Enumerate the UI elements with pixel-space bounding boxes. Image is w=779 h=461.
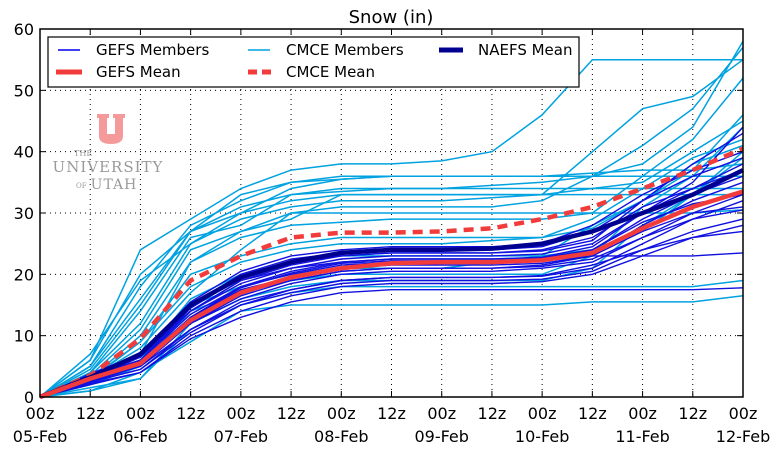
logo-text-university: UNIVERSITY — [53, 158, 164, 176]
logo-text-utah: UTAH — [91, 177, 138, 193]
x-tick-label-date: 06-Feb — [113, 427, 167, 446]
legend-label-naefs-mean: NAEFS Mean — [478, 41, 572, 59]
y-tick-label: 0 — [24, 388, 34, 407]
x-tick-label-hour: 00z — [327, 404, 356, 423]
x-tick-label-date: 10-Feb — [515, 427, 569, 446]
cmce-mean-line — [39, 146, 744, 400]
y-tick-label: 10 — [14, 327, 34, 346]
cmce-member-line — [39, 138, 744, 398]
x-tick-label-date: 05-Feb — [13, 427, 67, 446]
gefs-member-line — [39, 224, 744, 398]
x-tick-label-hour: 00z — [628, 404, 657, 423]
mean-lines — [39, 146, 744, 400]
legend-label-gefs-mean: GEFS Mean — [96, 63, 181, 81]
cmce-member-line — [39, 46, 744, 398]
x-tick-label-hour: 12z — [377, 404, 406, 423]
gefs-member-line — [39, 230, 744, 398]
naefs-mean-line — [39, 168, 744, 400]
u-logo-icon — [97, 114, 125, 144]
cmce-member-line — [39, 77, 744, 398]
x-tick-label-hour: 12z — [176, 404, 205, 423]
y-axis-ticks: 0 10 20 30 40 50 60 — [14, 20, 743, 407]
x-tick-label-hour: 12z — [578, 404, 607, 423]
x-tick-label-hour: 12z — [478, 404, 507, 423]
legend-label-gefs-members: GEFS Members — [96, 41, 209, 59]
logo-text-of: OF — [76, 182, 87, 190]
x-tick-label-hour: 00z — [26, 404, 55, 423]
y-tick-label: 30 — [14, 204, 34, 223]
x-tick-label-date: 09-Feb — [414, 427, 468, 446]
logo-text-the: THE — [74, 149, 92, 158]
x-tick-label-hour: 00z — [226, 404, 255, 423]
x-tick-label-hour: 00z — [729, 404, 758, 423]
university-logo: THE UNIVERSITY OF UTAH — [53, 114, 164, 193]
gefs-member-line — [39, 287, 744, 398]
legend-label-cmce-mean: CMCE Mean — [286, 63, 375, 81]
cmce-member-line — [39, 193, 743, 398]
y-tick-label: 60 — [14, 20, 34, 39]
x-tick-label-date: 12-Feb — [716, 427, 770, 446]
cmce-member-line — [39, 59, 744, 398]
cmce-member-line — [39, 279, 744, 398]
legend-label-cmce-members: CMCE Members — [286, 41, 404, 59]
x-tick-label-date: 07-Feb — [214, 427, 268, 446]
chart-title: Snow (in) — [349, 7, 434, 28]
x-tick-label-hour: 00z — [528, 404, 557, 423]
x-tick-label-hour: 12z — [76, 404, 105, 423]
y-tick-label: 50 — [14, 81, 34, 100]
y-tick-label: 40 — [14, 143, 34, 162]
cmce-member-line — [39, 209, 744, 398]
gefs-member-line — [39, 218, 744, 398]
gefs-member-line — [39, 132, 744, 398]
y-tick-label: 20 — [14, 265, 34, 284]
gefs-mean-line — [39, 189, 744, 400]
x-tick-label-hour: 00z — [126, 404, 155, 423]
x-tick-label-date: 11-Feb — [615, 427, 669, 446]
x-tick-label-hour: 12z — [678, 404, 707, 423]
cmce-member-line — [39, 58, 743, 398]
x-tick-label-date: 08-Feb — [314, 427, 368, 446]
x-tick-label-hour: 12z — [277, 404, 306, 423]
cmce-member-line — [39, 175, 743, 398]
gefs-member-line — [39, 209, 744, 398]
x-tick-label-hour: 00z — [427, 404, 456, 423]
legend: GEFS Members GEFS Mean CMCE Members CMCE… — [47, 36, 580, 88]
legend-box — [47, 36, 580, 88]
